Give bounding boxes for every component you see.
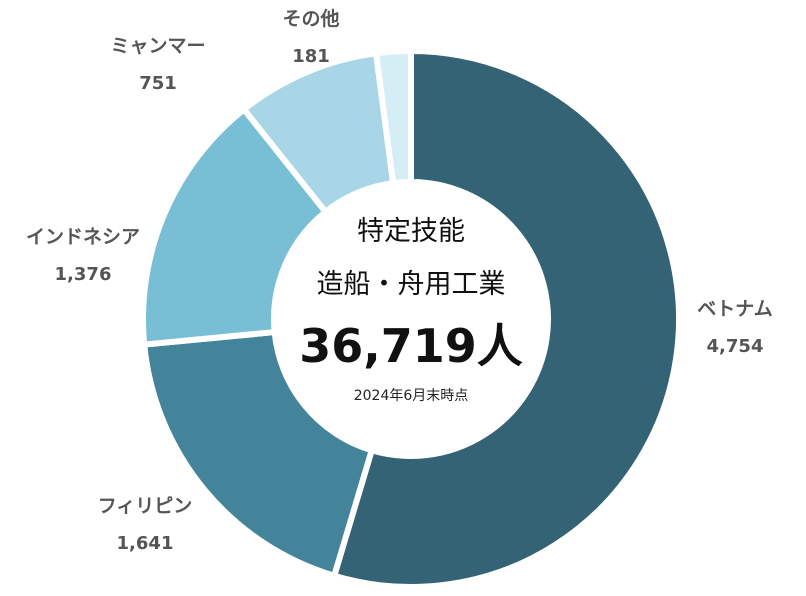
- slice-value-3: 751: [139, 73, 177, 94]
- slice-value-2: 1,376: [55, 264, 112, 285]
- center-note: 2024年6月末時点: [354, 388, 469, 404]
- slice-value-0: 4,754: [707, 336, 764, 357]
- slice-label-4: その他: [282, 7, 339, 30]
- slice-label-2: インドネシア: [26, 226, 140, 248]
- slice-label-1: フィリピン: [98, 495, 193, 517]
- donut-slices: [140, 47, 682, 590]
- slice-label-3: ミャンマー: [110, 35, 205, 57]
- center-title-line1: 特定技能: [357, 216, 465, 247]
- center-total: 36,719人: [299, 319, 523, 373]
- slice-labels: ベトナム 4,754 フィリピン 1,641 インドネシア 1,376 ミャンマー 751 その…: [26, 7, 773, 554]
- slice-value-1: 1,641: [117, 533, 174, 554]
- slice-value-4: 181: [292, 46, 330, 67]
- slice-label-0: ベトナム: [697, 298, 772, 320]
- donut-hole: [273, 181, 549, 457]
- center-title-line2: 造船・舟用工業: [317, 269, 506, 300]
